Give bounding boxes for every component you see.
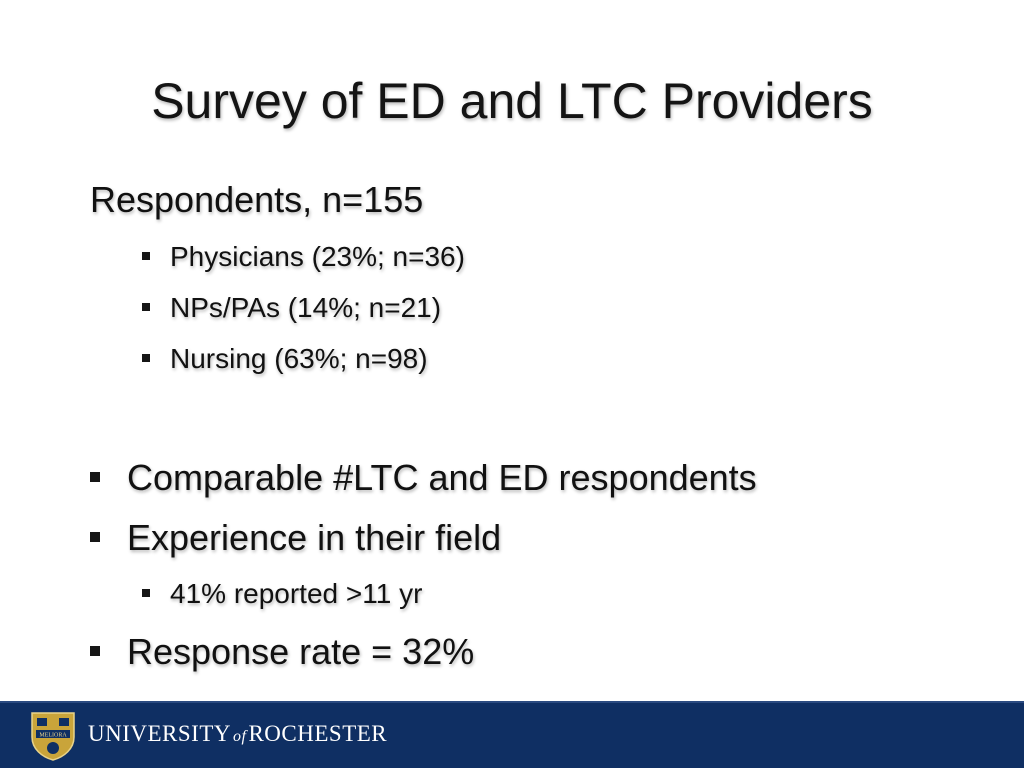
bullet-icon (90, 532, 100, 543)
respondent-item-label: NPs/PAs (14%; n=21) (170, 292, 442, 323)
seal-motto: MELIORA (39, 733, 67, 739)
university-seal-icon: MELIORA (31, 712, 75, 761)
respondent-item-label: Physicians (23%; n=36) (170, 241, 465, 272)
footer-divider (0, 701, 1024, 703)
point-comparable: Comparable #LTC and ED respondents (90, 453, 757, 503)
respondents-heading: Respondents, n=155 (90, 179, 424, 220)
respondent-item-nps-pas: NPs/PAs (14%; n=21) (142, 288, 441, 328)
university-wordmark: UNIVERSITY ofROCHESTER (88, 721, 387, 747)
bullet-icon (142, 588, 150, 597)
point-response-rate: Response rate = 32% (90, 627, 474, 677)
bullet-icon (142, 302, 150, 311)
respondent-item-physicians: Physicians (23%; n=36) (142, 237, 465, 277)
sub-point-experience: 41% reported >11 yr (142, 574, 422, 614)
wordmark-rochester: ROCHESTER (248, 721, 388, 746)
point-label: Comparable #LTC and ED respondents (127, 457, 757, 498)
slide-title: Survey of ED and LTC Providers (151, 73, 873, 129)
point-label: Experience in their field (127, 517, 502, 558)
bullet-icon (90, 646, 100, 657)
point-experience: Experience in their field (90, 513, 501, 563)
bullet-icon (90, 472, 100, 483)
footer-band: MELIORA UNIVERSITY ofROCHESTER (0, 701, 1024, 768)
sub-point-label: 41% reported >11 yr (170, 578, 423, 609)
bullet-icon (142, 251, 150, 260)
bullet-icon (142, 353, 150, 362)
respondent-item-nursing: Nursing (63%; n=98) (142, 339, 428, 379)
point-label: Response rate = 32% (127, 631, 475, 672)
wordmark-university: UNIVERSITY (88, 721, 231, 746)
respondent-item-label: Nursing (63%; n=98) (170, 343, 428, 374)
wordmark-of: of (233, 728, 247, 745)
